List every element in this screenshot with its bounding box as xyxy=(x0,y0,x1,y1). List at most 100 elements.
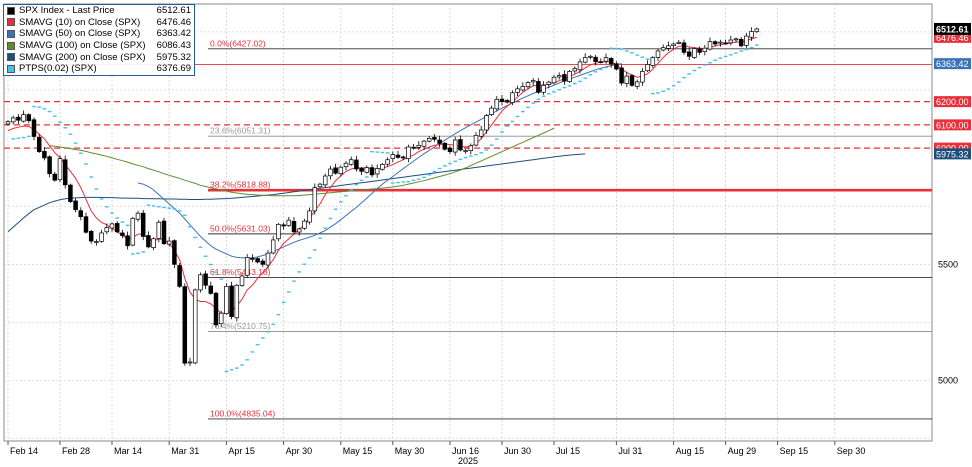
fib-level-label: 76.4%(5210.75) xyxy=(210,321,271,331)
candle-body xyxy=(697,48,702,53)
candle-body xyxy=(192,289,198,364)
candle-body xyxy=(681,42,687,53)
legend-item-spx[interactable]: SPX Index - Last Price 6512.61 xyxy=(4,5,194,17)
ptps-dot xyxy=(744,48,749,51)
candle-body xyxy=(255,258,260,263)
legend: SPX Index - Last Price 6512.61 SMAVG (10… xyxy=(3,4,195,76)
legend-item-sma200[interactable]: SMAVG (200) on Close (SPX) 5975.32 xyxy=(4,51,194,63)
price-label-text: 6200.00 xyxy=(936,97,969,107)
ptps-dot xyxy=(370,151,374,153)
candle-body xyxy=(536,81,541,93)
candle-body xyxy=(728,39,734,44)
ptps-dot xyxy=(666,88,671,90)
candle-body xyxy=(624,75,630,84)
candle-body xyxy=(52,173,58,181)
candle-body xyxy=(608,58,614,65)
ptps-dot xyxy=(671,85,676,87)
candle-body xyxy=(556,75,562,78)
candle-body xyxy=(130,217,136,246)
candle-body xyxy=(359,167,364,172)
ptps-dot xyxy=(557,88,561,91)
ptps-dot xyxy=(261,337,265,339)
fib-level-label: 50.0%(5631.03) xyxy=(210,223,271,233)
ptps-dot xyxy=(27,135,31,138)
candle-body xyxy=(10,117,16,123)
ptps-dot xyxy=(53,115,57,117)
candle-body xyxy=(83,216,89,233)
ptps-dot xyxy=(391,182,395,184)
candle-body xyxy=(270,239,276,254)
ptps-dot xyxy=(437,167,442,170)
ptps-dot xyxy=(593,71,598,73)
ptps-dot xyxy=(287,291,291,293)
ptps-dot xyxy=(68,133,73,135)
legend-swatch xyxy=(7,41,15,50)
legend-value: 6363.42 xyxy=(156,28,191,40)
ptps-dot xyxy=(240,364,244,366)
ptps-dot xyxy=(115,217,119,219)
candle-body xyxy=(712,41,718,45)
x-tick-label: Apr 30 xyxy=(286,446,313,456)
candle-body xyxy=(551,76,557,84)
ptps-dot xyxy=(307,257,312,259)
candle-body xyxy=(26,114,32,122)
price-label-text: 6363.42 xyxy=(936,59,969,69)
ptps-dot xyxy=(458,158,463,161)
ptps-dot xyxy=(625,50,629,52)
price-label-box xyxy=(934,58,971,70)
ptps-dot xyxy=(339,201,343,203)
legend-label: SMAVG (50) on Close (SPX) xyxy=(19,28,141,40)
ptps-dot xyxy=(157,205,161,208)
candle-body xyxy=(213,292,219,326)
ptps-dot xyxy=(120,221,125,223)
candle-body xyxy=(390,154,396,159)
candle-body xyxy=(229,285,234,317)
candle-body xyxy=(343,162,349,168)
legend-item-ptps[interactable]: PTPS(0.02) (SPX) 6376.69 xyxy=(4,63,194,75)
sma50-line xyxy=(137,63,622,259)
legend-item-sma50[interactable]: SMAVG (50) on Close (SPX) 6363.42 xyxy=(4,28,194,40)
candle-body xyxy=(707,41,713,50)
ptps-dot xyxy=(203,255,208,257)
candle-body xyxy=(140,212,146,237)
candle-body xyxy=(437,139,442,144)
candle-body xyxy=(723,42,728,45)
candle-body xyxy=(645,64,650,72)
candle-body xyxy=(650,57,656,66)
candle-body xyxy=(307,210,312,223)
price-label-box xyxy=(934,142,971,154)
candle-body xyxy=(458,139,463,151)
legend-item-sma100[interactable]: SMAVG (100) on Close (SPX) 6086.43 xyxy=(4,40,194,52)
ptps-dot xyxy=(541,95,546,97)
ptps-dot xyxy=(479,152,483,154)
y-tick-label: 5000 xyxy=(938,376,958,386)
candle-body xyxy=(718,41,723,44)
candle-body xyxy=(224,286,229,314)
candle-body xyxy=(73,200,78,211)
ptps-dot xyxy=(333,208,338,210)
ptps-dot xyxy=(73,142,78,144)
ptps-dot xyxy=(354,183,359,186)
legend-item-sma10[interactable]: SMAVG (10) on Close (SPX) 6476.46 xyxy=(4,17,194,29)
candle-body xyxy=(593,56,598,62)
candle-body xyxy=(94,241,99,243)
candle-body xyxy=(676,42,682,44)
x-tick-label: Feb 14 xyxy=(10,446,38,456)
candle-body xyxy=(588,55,593,58)
ptps-dot xyxy=(313,249,317,251)
ptps-dot xyxy=(609,47,613,49)
ptps-dot xyxy=(515,115,520,118)
price-label-text: 5975.32 xyxy=(936,149,969,159)
ptps-dot xyxy=(365,176,369,178)
legend-swatch xyxy=(7,53,15,62)
candle-body xyxy=(104,227,110,233)
legend-value: 6086.43 xyxy=(156,40,191,52)
ptps-dot xyxy=(141,251,145,253)
candle-body xyxy=(666,45,671,49)
candle-body xyxy=(582,57,588,63)
ptps-dot xyxy=(271,323,275,325)
candle-body xyxy=(42,151,47,159)
ptps-dot xyxy=(21,136,26,139)
ptps-dot xyxy=(406,180,411,183)
